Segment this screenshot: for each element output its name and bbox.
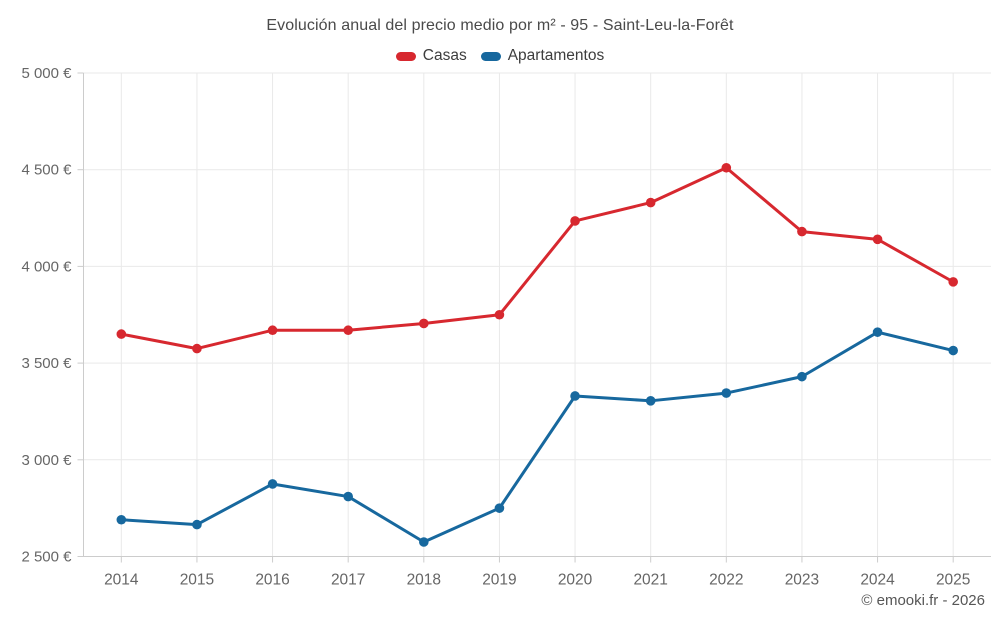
data-point-casas-2015[interactable] [192, 343, 202, 354]
legend-label-casas: Casas [422, 47, 467, 64]
data-point-casas-2014[interactable] [116, 329, 127, 339]
y-tick-label: 4 000 € [21, 258, 72, 275]
data-point-apartamentos-2022[interactable] [721, 388, 732, 398]
data-point-casas-2021[interactable] [645, 197, 656, 208]
x-tick-label: 2020 [558, 572, 593, 589]
data-point-apartamentos-2020[interactable] [570, 391, 580, 401]
attribution-text: © emooki.fr - 2026 [861, 592, 985, 609]
x-tick-label: 2018 [407, 572, 441, 589]
y-tick-label: 4 500 € [21, 162, 72, 179]
data-point-casas-2019[interactable] [494, 309, 505, 320]
y-tick-label: 3 500 € [21, 355, 72, 372]
legend-label-apartamentos: Apartamentos [507, 47, 605, 64]
x-tick-label: 2016 [255, 572, 289, 589]
data-point-apartamentos-2021[interactable] [645, 396, 656, 406]
legend-swatch-casas-icon [395, 51, 416, 61]
x-tick-label: 2015 [180, 572, 214, 589]
legend-item-apartamentos[interactable]: Apartamentos [480, 47, 605, 65]
data-point-casas-2025[interactable] [948, 277, 958, 287]
x-tick-label: 2021 [633, 572, 667, 589]
data-point-apartamentos-2019[interactable] [494, 503, 505, 513]
chart-title: Evolución anual del precio medio por m² … [266, 17, 734, 34]
data-point-apartamentos-2014[interactable] [116, 514, 127, 525]
x-tick-label: 2017 [331, 572, 365, 589]
data-point-casas-2020[interactable] [570, 216, 580, 226]
data-point-casas-2018[interactable] [419, 318, 429, 329]
x-tick-label: 2019 [482, 572, 516, 589]
data-point-apartamentos-2018[interactable] [419, 537, 429, 547]
data-point-casas-2017[interactable] [343, 325, 353, 336]
x-tick-label: 2025 [936, 572, 970, 589]
data-point-casas-2023[interactable] [797, 226, 807, 237]
data-point-casas-2024[interactable] [872, 234, 883, 245]
y-tick-label: 2 500 € [21, 549, 72, 566]
data-point-casas-2022[interactable] [721, 162, 732, 173]
data-point-apartamentos-2023[interactable] [797, 371, 807, 382]
x-tick-label: 2014 [104, 572, 139, 589]
x-tick-label: 2023 [785, 572, 819, 589]
legend-item-casas[interactable]: Casas [395, 47, 467, 65]
x-tick-label: 2024 [860, 572, 895, 589]
series-line-casas [119, 166, 955, 351]
x-tick-label: 2022 [709, 572, 743, 589]
data-point-apartamentos-2015[interactable] [192, 519, 202, 530]
data-point-apartamentos-2016[interactable] [267, 479, 278, 489]
y-tick-label: 5 000 € [21, 65, 72, 82]
data-point-apartamentos-2025[interactable] [948, 345, 958, 356]
legend-swatch-apartamentos-icon [480, 51, 501, 61]
y-tick-label: 3 000 € [21, 452, 72, 469]
data-point-apartamentos-2017[interactable] [343, 491, 353, 502]
data-point-apartamentos-2024[interactable] [872, 327, 883, 337]
data-point-casas-2016[interactable] [267, 325, 278, 336]
series-line-apartamentos [119, 330, 955, 544]
chart-legend: Casas Apartamentos [0, 47, 1000, 65]
